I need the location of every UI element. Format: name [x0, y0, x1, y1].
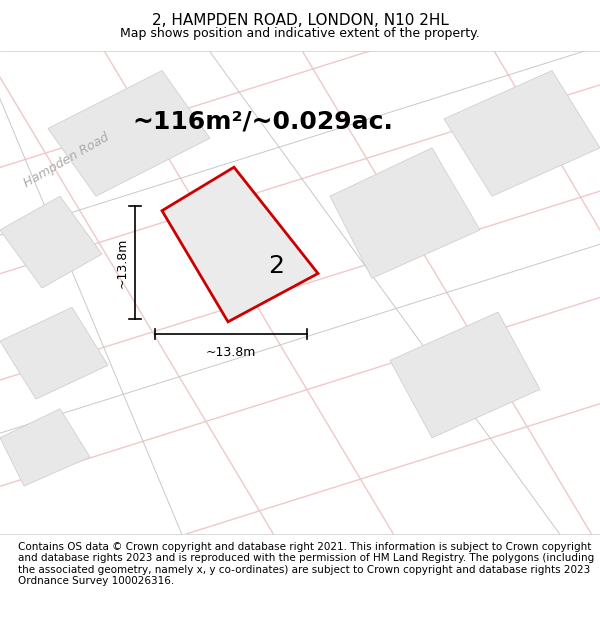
- Text: ~13.8m: ~13.8m: [115, 238, 128, 288]
- Text: Contains OS data © Crown copyright and database right 2021. This information is : Contains OS data © Crown copyright and d…: [18, 542, 594, 586]
- Polygon shape: [162, 168, 318, 322]
- Polygon shape: [48, 71, 210, 196]
- Text: ~116m²/~0.029ac.: ~116m²/~0.029ac.: [132, 109, 393, 133]
- Polygon shape: [444, 71, 600, 196]
- Text: 2: 2: [268, 254, 284, 278]
- Text: ~13.8m: ~13.8m: [206, 346, 256, 359]
- Polygon shape: [0, 409, 90, 486]
- Text: Hampden Road: Hampden Road: [21, 130, 111, 189]
- Polygon shape: [0, 196, 102, 288]
- Text: 2, HAMPDEN ROAD, LONDON, N10 2HL: 2, HAMPDEN ROAD, LONDON, N10 2HL: [152, 12, 448, 28]
- Polygon shape: [390, 312, 540, 438]
- Polygon shape: [0, 308, 108, 399]
- Text: Map shows position and indicative extent of the property.: Map shows position and indicative extent…: [120, 27, 480, 40]
- Polygon shape: [330, 148, 480, 278]
